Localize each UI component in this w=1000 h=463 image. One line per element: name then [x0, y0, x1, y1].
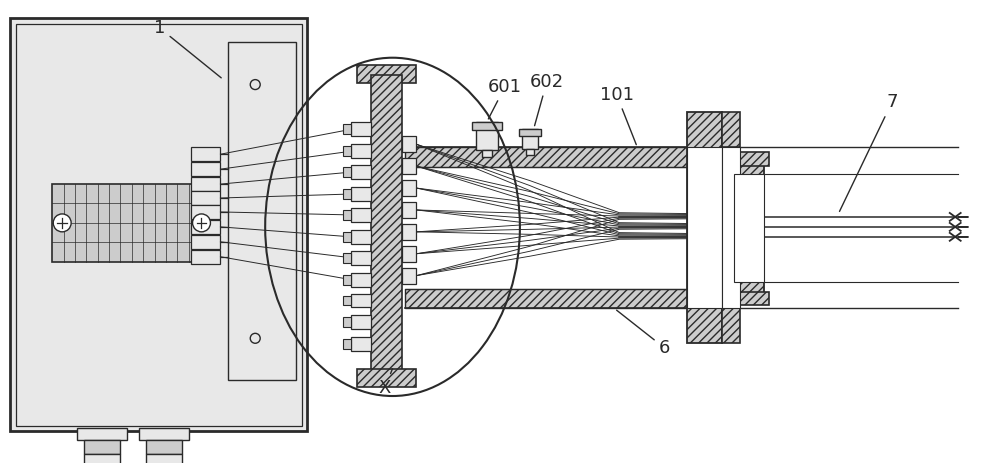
- Bar: [402, 246, 416, 262]
- Bar: [351, 251, 371, 265]
- Bar: [402, 268, 416, 283]
- Bar: [146, 454, 182, 463]
- Bar: [402, 158, 416, 174]
- Bar: [343, 318, 351, 327]
- Bar: [16, 24, 302, 426]
- Bar: [191, 205, 220, 219]
- Bar: [482, 150, 492, 157]
- Bar: [729, 292, 769, 306]
- Bar: [343, 146, 351, 156]
- Bar: [402, 224, 416, 240]
- Text: 601: 601: [488, 77, 522, 119]
- Bar: [357, 369, 416, 387]
- Bar: [402, 180, 416, 196]
- Bar: [351, 187, 371, 201]
- Bar: [722, 113, 740, 147]
- Bar: [722, 147, 740, 308]
- Bar: [191, 220, 220, 234]
- Bar: [228, 42, 296, 380]
- Bar: [351, 315, 371, 329]
- Bar: [343, 189, 351, 199]
- Bar: [687, 147, 722, 308]
- Bar: [357, 65, 416, 82]
- Bar: [84, 440, 120, 454]
- Text: 6: 6: [617, 310, 671, 357]
- Bar: [343, 275, 351, 285]
- Bar: [343, 253, 351, 263]
- Bar: [191, 147, 220, 161]
- Text: 602: 602: [530, 73, 564, 125]
- Bar: [343, 295, 351, 306]
- Bar: [740, 174, 958, 282]
- Bar: [722, 308, 740, 343]
- Bar: [146, 440, 182, 454]
- Bar: [351, 338, 371, 351]
- Bar: [405, 288, 699, 308]
- Bar: [351, 273, 371, 287]
- Bar: [84, 454, 120, 463]
- Bar: [139, 428, 189, 440]
- Text: X: X: [379, 369, 393, 397]
- Bar: [77, 428, 127, 440]
- Bar: [526, 149, 534, 155]
- Bar: [52, 184, 211, 262]
- Bar: [191, 191, 220, 205]
- Bar: [734, 174, 764, 282]
- Text: 1: 1: [154, 19, 221, 78]
- Bar: [343, 210, 351, 220]
- Bar: [734, 164, 764, 294]
- Bar: [351, 165, 371, 179]
- Bar: [522, 129, 538, 149]
- Bar: [405, 167, 699, 288]
- Bar: [343, 125, 351, 134]
- Bar: [402, 202, 416, 218]
- Bar: [343, 167, 351, 177]
- Bar: [191, 162, 220, 176]
- Bar: [343, 339, 351, 349]
- Bar: [402, 136, 416, 152]
- Text: 7: 7: [840, 94, 898, 212]
- Text: 101: 101: [600, 86, 636, 144]
- Circle shape: [53, 214, 71, 232]
- Bar: [405, 147, 699, 167]
- Bar: [351, 122, 371, 136]
- Circle shape: [193, 214, 210, 232]
- Bar: [687, 113, 722, 343]
- Bar: [351, 294, 371, 307]
- Bar: [351, 208, 371, 222]
- Bar: [729, 152, 769, 166]
- Bar: [343, 232, 351, 242]
- Bar: [476, 122, 498, 150]
- Bar: [371, 75, 402, 383]
- Bar: [519, 129, 541, 136]
- Bar: [10, 18, 307, 431]
- Bar: [351, 144, 371, 158]
- Bar: [472, 122, 502, 131]
- Bar: [351, 230, 371, 244]
- Bar: [191, 235, 220, 249]
- Bar: [191, 250, 220, 263]
- Bar: [191, 177, 220, 191]
